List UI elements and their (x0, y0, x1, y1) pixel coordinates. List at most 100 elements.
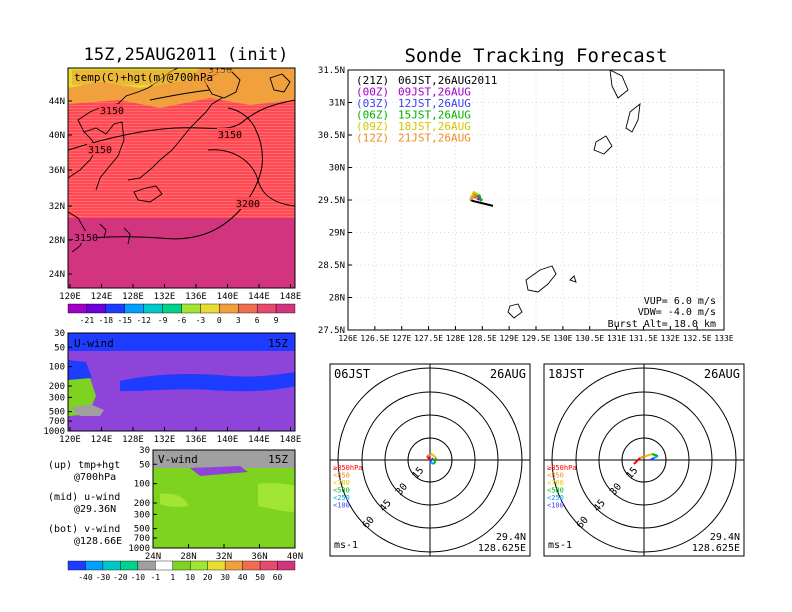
u-lon-label: 132E (154, 435, 176, 445)
side-note-2-line2: @128.66E (74, 536, 122, 547)
map-lat-label: 32N (49, 202, 65, 212)
track-legend-text: 09JST,26AUG (398, 86, 471, 99)
map-lat-label: 44N (49, 97, 65, 107)
side-note-1-line1: (mid) u-wind (48, 492, 120, 503)
contour-label-bg-4 (235, 197, 259, 209)
temp-colorbar-tick: -15 (118, 316, 133, 325)
hodograph-lat: 29.4N (496, 532, 526, 543)
wind-colorbar-cell (190, 560, 208, 571)
v-lat-label: 24N (145, 552, 161, 562)
track-lon-label: 132.5E (683, 334, 712, 343)
hodograph-level: ≥850hPa (333, 464, 363, 472)
wind-colorbar-cell (155, 560, 173, 571)
u-lon-label: 140E (217, 435, 239, 445)
hodograph-level: ≥850hPa (547, 464, 577, 472)
map-lon-label: 120E (59, 292, 81, 302)
map-lon-label: 124E (91, 292, 113, 302)
hodograph-lon: 128.625E (692, 543, 740, 554)
temp-map-panel: 3150 3150 3150 3150 3200 3150 temp(C)+hg… (68, 68, 295, 288)
temp-colorbar-tick: 9 (274, 316, 279, 325)
side-note-1-line2: @29.36N (74, 504, 116, 515)
wind-colorbar-tick: -40 (78, 573, 93, 582)
temp-colorbar-tick: 0 (217, 316, 222, 325)
wind-colorbar-tick: -20 (113, 573, 128, 582)
u-fill-mid-blue (120, 372, 295, 392)
temp-colorbar-tick: -12 (136, 316, 151, 325)
hodograph-date: 26AUG (704, 367, 740, 381)
wind-colorbar-tick: 10 (185, 573, 195, 582)
u-fill-top-blue (68, 333, 295, 351)
wind-colorbar-tick: 60 (273, 573, 283, 582)
u-lon-label: 148E (280, 435, 302, 445)
track-legend-code: (03Z) (356, 97, 389, 110)
track-lon-label: 128.5E (468, 334, 497, 343)
track-lon-label: 126E (338, 334, 357, 343)
track-legend-code: (12Z) (356, 132, 389, 145)
map-lon-label: 132E (154, 292, 176, 302)
temp-colorbar-tick: 6 (255, 316, 260, 325)
v-lat-label: 32N (216, 552, 232, 562)
wind-colorbar (67, 560, 296, 571)
temp-colorbar-tick: 3 (236, 316, 241, 325)
hodograph-level: <250 (333, 494, 350, 502)
hodograph-segment (431, 453, 437, 459)
wind-colorbar-tick: -10 (131, 573, 146, 582)
u-fill-gray (70, 404, 104, 416)
u-wind-frame (67, 332, 296, 432)
hodograph-segment (653, 455, 659, 459)
island-kikai (569, 275, 577, 283)
wind-colorbar-tick: 1 (170, 573, 175, 582)
u-fill-left-blue (68, 360, 92, 380)
v-pressure-label: 200 (134, 499, 150, 509)
side-note-2-line1: (bot) v-wind (48, 524, 120, 535)
contour-label-4: 3200 (236, 199, 260, 210)
hodograph-level: <700 (333, 479, 350, 487)
sonde-track-line (469, 193, 479, 201)
island-tokunoshima (507, 303, 523, 319)
map-lon-label: 128E (122, 292, 144, 302)
wind-colorbar-cell (224, 560, 243, 571)
track-burst: Burst Alt= 18.0 km (608, 319, 716, 330)
temp-colorbar-cell (162, 303, 182, 314)
sonde-tracks (469, 190, 494, 207)
v-fill-purple (190, 466, 248, 476)
track-lon-label: 130E (553, 334, 572, 343)
v-pressure-label: 1000 (128, 544, 150, 554)
u-lon-axis: 120E 124E 128E 132E 136E 140E 144E 148E (59, 427, 301, 445)
wind-colorbar-cell (67, 560, 86, 571)
wind-colorbar-tick: -1 (150, 573, 160, 582)
u-pressure-label: 30 (54, 329, 65, 339)
wind-colorbar-ticks: -40 -30 -20 -10 -1 1 10 20 30 40 50 60 (78, 573, 282, 582)
track-lon-label: 130.5E (575, 334, 604, 343)
v-pressure-label: 30 (139, 446, 150, 456)
wind-colorbar-cell (277, 560, 296, 571)
track-legend-code: (00Z) (356, 86, 389, 99)
map-lat-label: 40N (49, 131, 65, 141)
hodograph-level: <500 (333, 487, 350, 495)
hodograph-time: 18JST (548, 367, 584, 381)
track-legend-text: 12JST,26AUG (398, 97, 471, 110)
track-lon-axis: 126E 126.5E 127E 127.5E 128E 128.5E 129E 129.5E… (338, 326, 734, 343)
hodograph-segment (633, 457, 641, 465)
v-pressure-label: 100 (134, 480, 150, 490)
temp-colorbar-tick: -3 (196, 316, 206, 325)
track-lon-label: 132E (661, 334, 680, 343)
hodograph-lon: 128.625E (478, 543, 526, 554)
u-pressure-label: 500 (49, 408, 65, 418)
v-fill-light-green-left (160, 493, 188, 507)
temp-colorbar-cell (219, 303, 239, 314)
hodograph-level: <250 (547, 494, 564, 502)
track-lon-label: 129E (500, 334, 519, 343)
hodograph-segment (429, 457, 434, 463)
track-lon-label: 131E (607, 334, 626, 343)
temp-colorbar (67, 303, 296, 314)
track-legend-code: (09Z) (356, 120, 389, 133)
v-pressure-label: 500 (134, 525, 150, 535)
temp-colorbar-cell (143, 303, 163, 314)
u-lon-label: 144E (248, 435, 270, 445)
v-fill-gray (153, 450, 295, 468)
